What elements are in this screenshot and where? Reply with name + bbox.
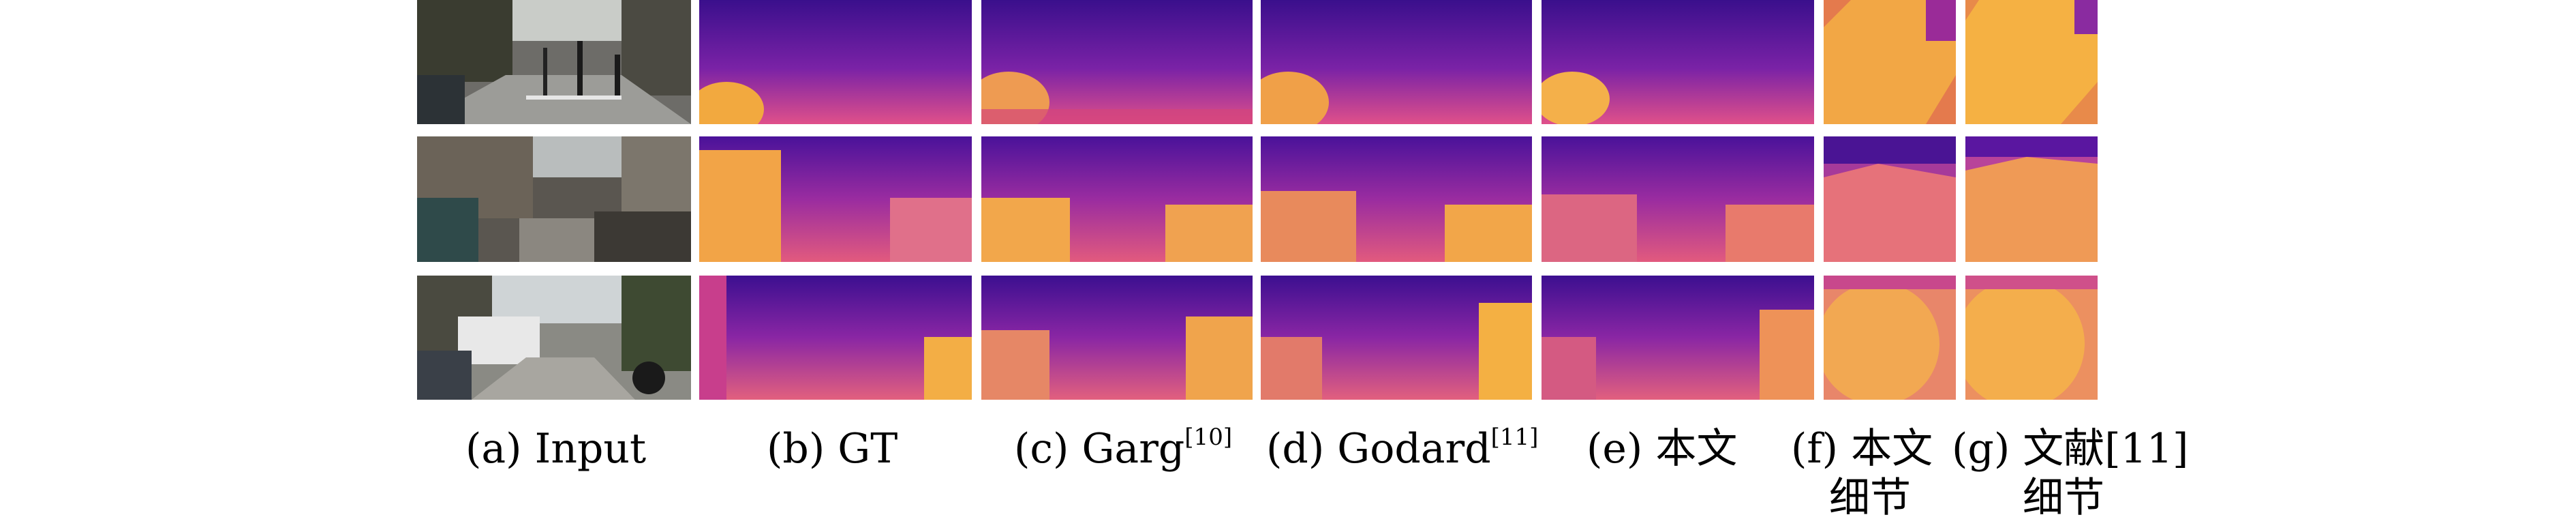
caption-godard: (d) Godard[11] xyxy=(1266,424,1539,473)
ours-depth-row-3 xyxy=(1542,276,1814,400)
godard-depth-row-2 xyxy=(1261,136,1532,262)
reference-detail-row-2 xyxy=(1965,136,2098,262)
input-image-row-1 xyxy=(417,0,691,124)
gt-depth-row-3 xyxy=(699,276,972,400)
input-image-row-3 xyxy=(417,276,691,400)
garg-depth-row-3 xyxy=(981,276,1253,400)
reference-detail-row-1 xyxy=(1965,0,2098,124)
garg-depth-row-1 xyxy=(981,0,1253,124)
caption-garg: (c) Garg[10] xyxy=(1014,424,1233,473)
ours-detail-row-3 xyxy=(1824,276,1956,400)
reference-detail-row-3 xyxy=(1965,276,2098,400)
ours-detail-row-1 xyxy=(1824,0,1956,124)
caption-ours-detail: (f) 本文 细节 xyxy=(1791,425,1933,522)
garg-depth-row-2 xyxy=(981,136,1253,262)
caption-input: (a) Input xyxy=(465,425,647,473)
ours-depth-row-2 xyxy=(1542,136,1814,262)
caption-gt: (b) GT xyxy=(767,425,898,473)
caption-reference-detail: (g) 文献[11] 细节 xyxy=(1952,425,2189,522)
input-image-row-2 xyxy=(417,136,691,262)
caption-ours: (e) 本文 xyxy=(1586,425,1738,473)
godard-depth-row-1 xyxy=(1261,0,1532,124)
gt-depth-row-2 xyxy=(699,136,972,262)
gt-depth-row-1 xyxy=(699,0,972,124)
ours-detail-row-2 xyxy=(1824,136,1956,262)
godard-depth-row-3 xyxy=(1261,276,1532,400)
ours-depth-row-1 xyxy=(1542,0,1814,124)
